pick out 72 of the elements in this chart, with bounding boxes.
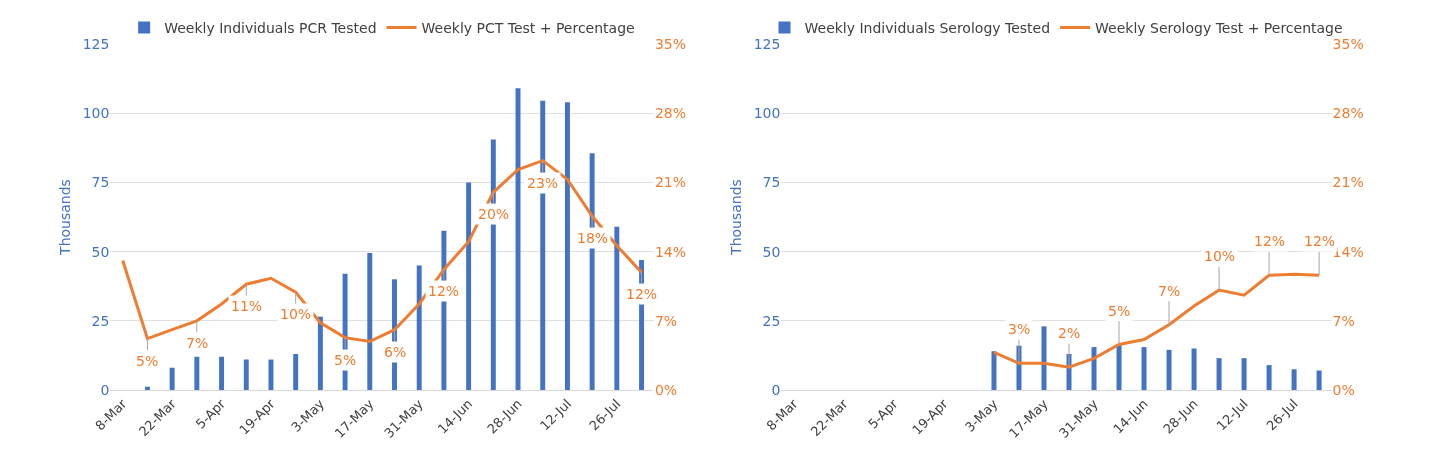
bar [243,359,249,390]
y2-tick-label: 7% [654,312,678,329]
data-label: 11% [231,298,263,314]
data-label: 7% [186,335,209,351]
data-label: 12% [428,283,460,299]
bar [1191,348,1197,390]
bar [317,316,323,390]
y-tick-label: 25 [91,312,110,329]
data-label: 18% [577,230,609,246]
legend-label: Weekly Individuals PCR Tested [164,20,377,37]
y2-tick-label: 7% [1332,312,1355,329]
y-tick-label: 25 [762,312,781,329]
data-label: 2% [1058,325,1081,341]
line-series [992,272,1321,369]
bar [1316,370,1322,390]
y-tick-label: 100 [753,105,781,122]
y2-tick-label: 0% [654,381,678,398]
data-label: 12% [1304,233,1336,249]
bar [991,351,997,390]
bar [1116,344,1122,390]
data-label: 23% [527,175,559,191]
bar [1241,358,1247,390]
y-tick-label: 100 [82,105,110,122]
bar [367,252,373,390]
data-label: 3% [1008,321,1031,337]
y-tick-label: 50 [91,243,110,260]
bar [293,354,299,390]
y-tick-label: 75 [91,174,110,191]
bar [1166,349,1172,390]
bar [466,182,472,390]
bar [169,367,175,390]
bar [416,265,422,390]
bar [144,386,150,390]
y-axis-title: Thousands [57,179,74,256]
y2-tick-label: 0% [1332,381,1355,398]
bar [1091,347,1097,390]
y-tick-label: 125 [753,35,781,52]
bar [614,226,620,390]
data-label: 5% [334,352,357,368]
y-tick-label: 0 [100,381,110,398]
y-tick-label: 75 [762,174,781,191]
y-tick-label: 0 [771,381,781,398]
bar [1266,365,1272,390]
bar [194,356,200,390]
y2-tick-label: 35% [1332,35,1364,52]
legend-label: Weekly PCT Test + Percentage [421,20,635,37]
bar [564,102,570,390]
bar [219,356,225,390]
y-tick-label: 125 [82,35,110,52]
y2-tick-label: 14% [654,243,687,260]
y-axis-title: Thousands [728,179,745,256]
bar [1141,347,1147,390]
data-label: 7% [1158,283,1181,299]
y2-tick-label: 21% [1332,174,1364,191]
y2-tick-label: 21% [654,174,687,191]
legend-label: Weekly Serology Test + Percentage [1095,20,1343,37]
data-label: 5% [136,353,159,369]
bar [1291,369,1297,390]
y-tick-label: 50 [762,243,781,260]
data-label: 6% [384,344,407,360]
bar [1216,358,1222,390]
legend-label: Weekly Individuals Serology Tested [804,20,1051,37]
data-label: 5% [1108,303,1131,319]
data-label: 20% [478,206,510,222]
data-label: 10% [1204,248,1236,264]
y2-tick-label: 28% [654,105,687,122]
data-label: 10% [280,306,312,322]
y2-tick-label: 35% [654,35,687,52]
data-label: 12% [626,286,658,302]
bar [1041,326,1047,390]
y2-tick-label: 28% [1332,105,1364,122]
data-label: 12% [1254,233,1286,249]
